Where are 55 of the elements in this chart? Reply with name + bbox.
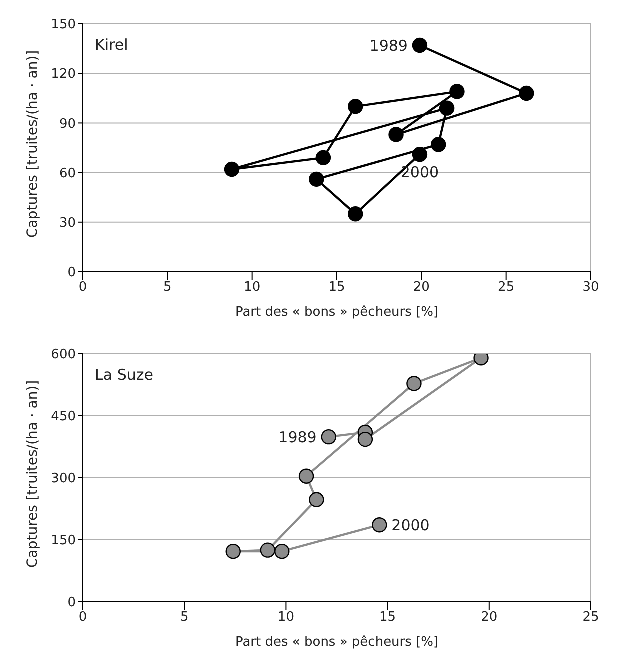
y-tick-label: 0 [68, 266, 76, 281]
point [316, 150, 332, 166]
y-tick-label: 450 [51, 410, 76, 425]
x-axis-title: Part des « bons » pêcheurs [%] [235, 635, 439, 650]
y-tick-label: 90 [59, 116, 76, 132]
point [309, 492, 324, 508]
point [388, 127, 404, 142]
annotation: La Suze [95, 366, 154, 384]
point [260, 542, 276, 558]
x-tick-label: 5 [164, 280, 172, 296]
x-tick-label: 20 [481, 610, 498, 626]
y-axis-title: Captures [truites/(ha · an)] [24, 380, 41, 568]
y-tick-label: 60 [59, 166, 76, 182]
y-tick-label: 150 [51, 18, 76, 33]
point [358, 432, 374, 448]
point [431, 137, 446, 152]
point [274, 544, 290, 560]
point [450, 84, 465, 100]
y-tick-label: 0 [68, 596, 76, 611]
x-tick-label: 15 [380, 610, 396, 626]
annotation: 2000 [392, 516, 430, 534]
point [298, 468, 314, 484]
x-tick-label: 15 [328, 280, 346, 296]
point [348, 206, 364, 222]
x-axis-title: Part des « bons » pêcheurs [%] [235, 305, 439, 320]
x-tick-label: 10 [278, 610, 294, 626]
x-tick-label: 10 [244, 280, 261, 296]
point [226, 544, 241, 560]
point [309, 172, 324, 188]
y-tick-label: 30 [59, 216, 76, 232]
y-tick-label: 120 [51, 67, 76, 82]
y-axis-title: Captures [truites/(ha · an)] [24, 50, 41, 238]
point [519, 86, 534, 102]
point [372, 518, 388, 533]
annotation: 1989 [278, 428, 317, 446]
point [406, 376, 422, 392]
point [439, 100, 455, 116]
point [412, 147, 428, 162]
annotation: Kirel [95, 36, 128, 54]
x-tick-label: 5 [180, 610, 189, 626]
annotation: 1989 [370, 36, 408, 55]
point [348, 99, 364, 114]
annotation: 2000 [400, 163, 440, 182]
x-tick-label: 0 [78, 280, 88, 296]
x-tick-label: 0 [78, 610, 88, 626]
y-tick-label: 300 [51, 472, 76, 487]
x-tick-label: 20 [413, 280, 430, 296]
point [321, 429, 336, 445]
point [412, 38, 428, 54]
x-tick-label: 25 [498, 280, 515, 296]
point [224, 162, 240, 178]
x-tick-label: 30 [582, 280, 600, 296]
x-tick-label: 25 [582, 610, 600, 626]
y-tick-label: 600 [51, 348, 76, 363]
y-tick-label: 150 [51, 534, 76, 549]
